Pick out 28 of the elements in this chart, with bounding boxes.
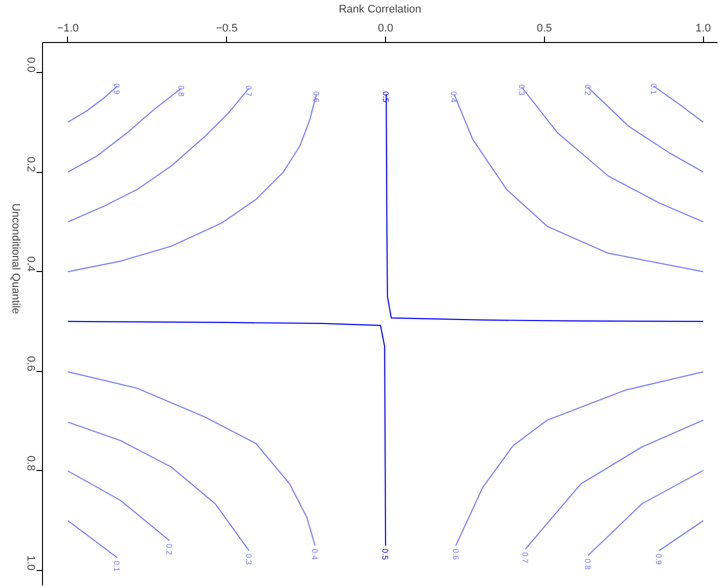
text: 0.2 [582, 84, 592, 96]
text: 0.1 [648, 83, 658, 96]
y-tick-label: 0.8 [24, 456, 36, 471]
text: 0.7 [520, 552, 530, 564]
text: 0.5 [380, 548, 390, 560]
x-tick-label: 1.0 [696, 22, 711, 34]
text: 0.6 [450, 548, 460, 560]
y-tick-label: 1.0 [24, 555, 36, 571]
x-tick-label: −1.0 [57, 22, 79, 34]
y-tick-label: 0.2 [24, 156, 36, 172]
y-tick-label: 0.4 [24, 256, 36, 272]
x-tick-label: 0.0 [378, 22, 394, 34]
text: 0.2 [164, 544, 174, 556]
text: 0.4 [310, 548, 320, 560]
text: 0.4 [449, 91, 458, 103]
text: 0.7 [244, 85, 253, 98]
y-axis-title: Unconditional Quantile [10, 203, 22, 314]
text: 0.9 [654, 554, 664, 566]
x-tick-label: −0.5 [216, 22, 238, 34]
text: 0.3 [244, 554, 253, 566]
x-tick-label: 0.5 [536, 22, 552, 34]
text: 0.3 [516, 84, 526, 96]
text: 0.8 [582, 558, 592, 570]
y-tick-label: 0.0 [24, 57, 36, 72]
text: 0.8 [176, 85, 186, 98]
text: 0.1 [112, 560, 122, 572]
x-axis-title: Rank Correlation [338, 4, 422, 16]
y-tick-label: 0.6 [24, 356, 36, 372]
